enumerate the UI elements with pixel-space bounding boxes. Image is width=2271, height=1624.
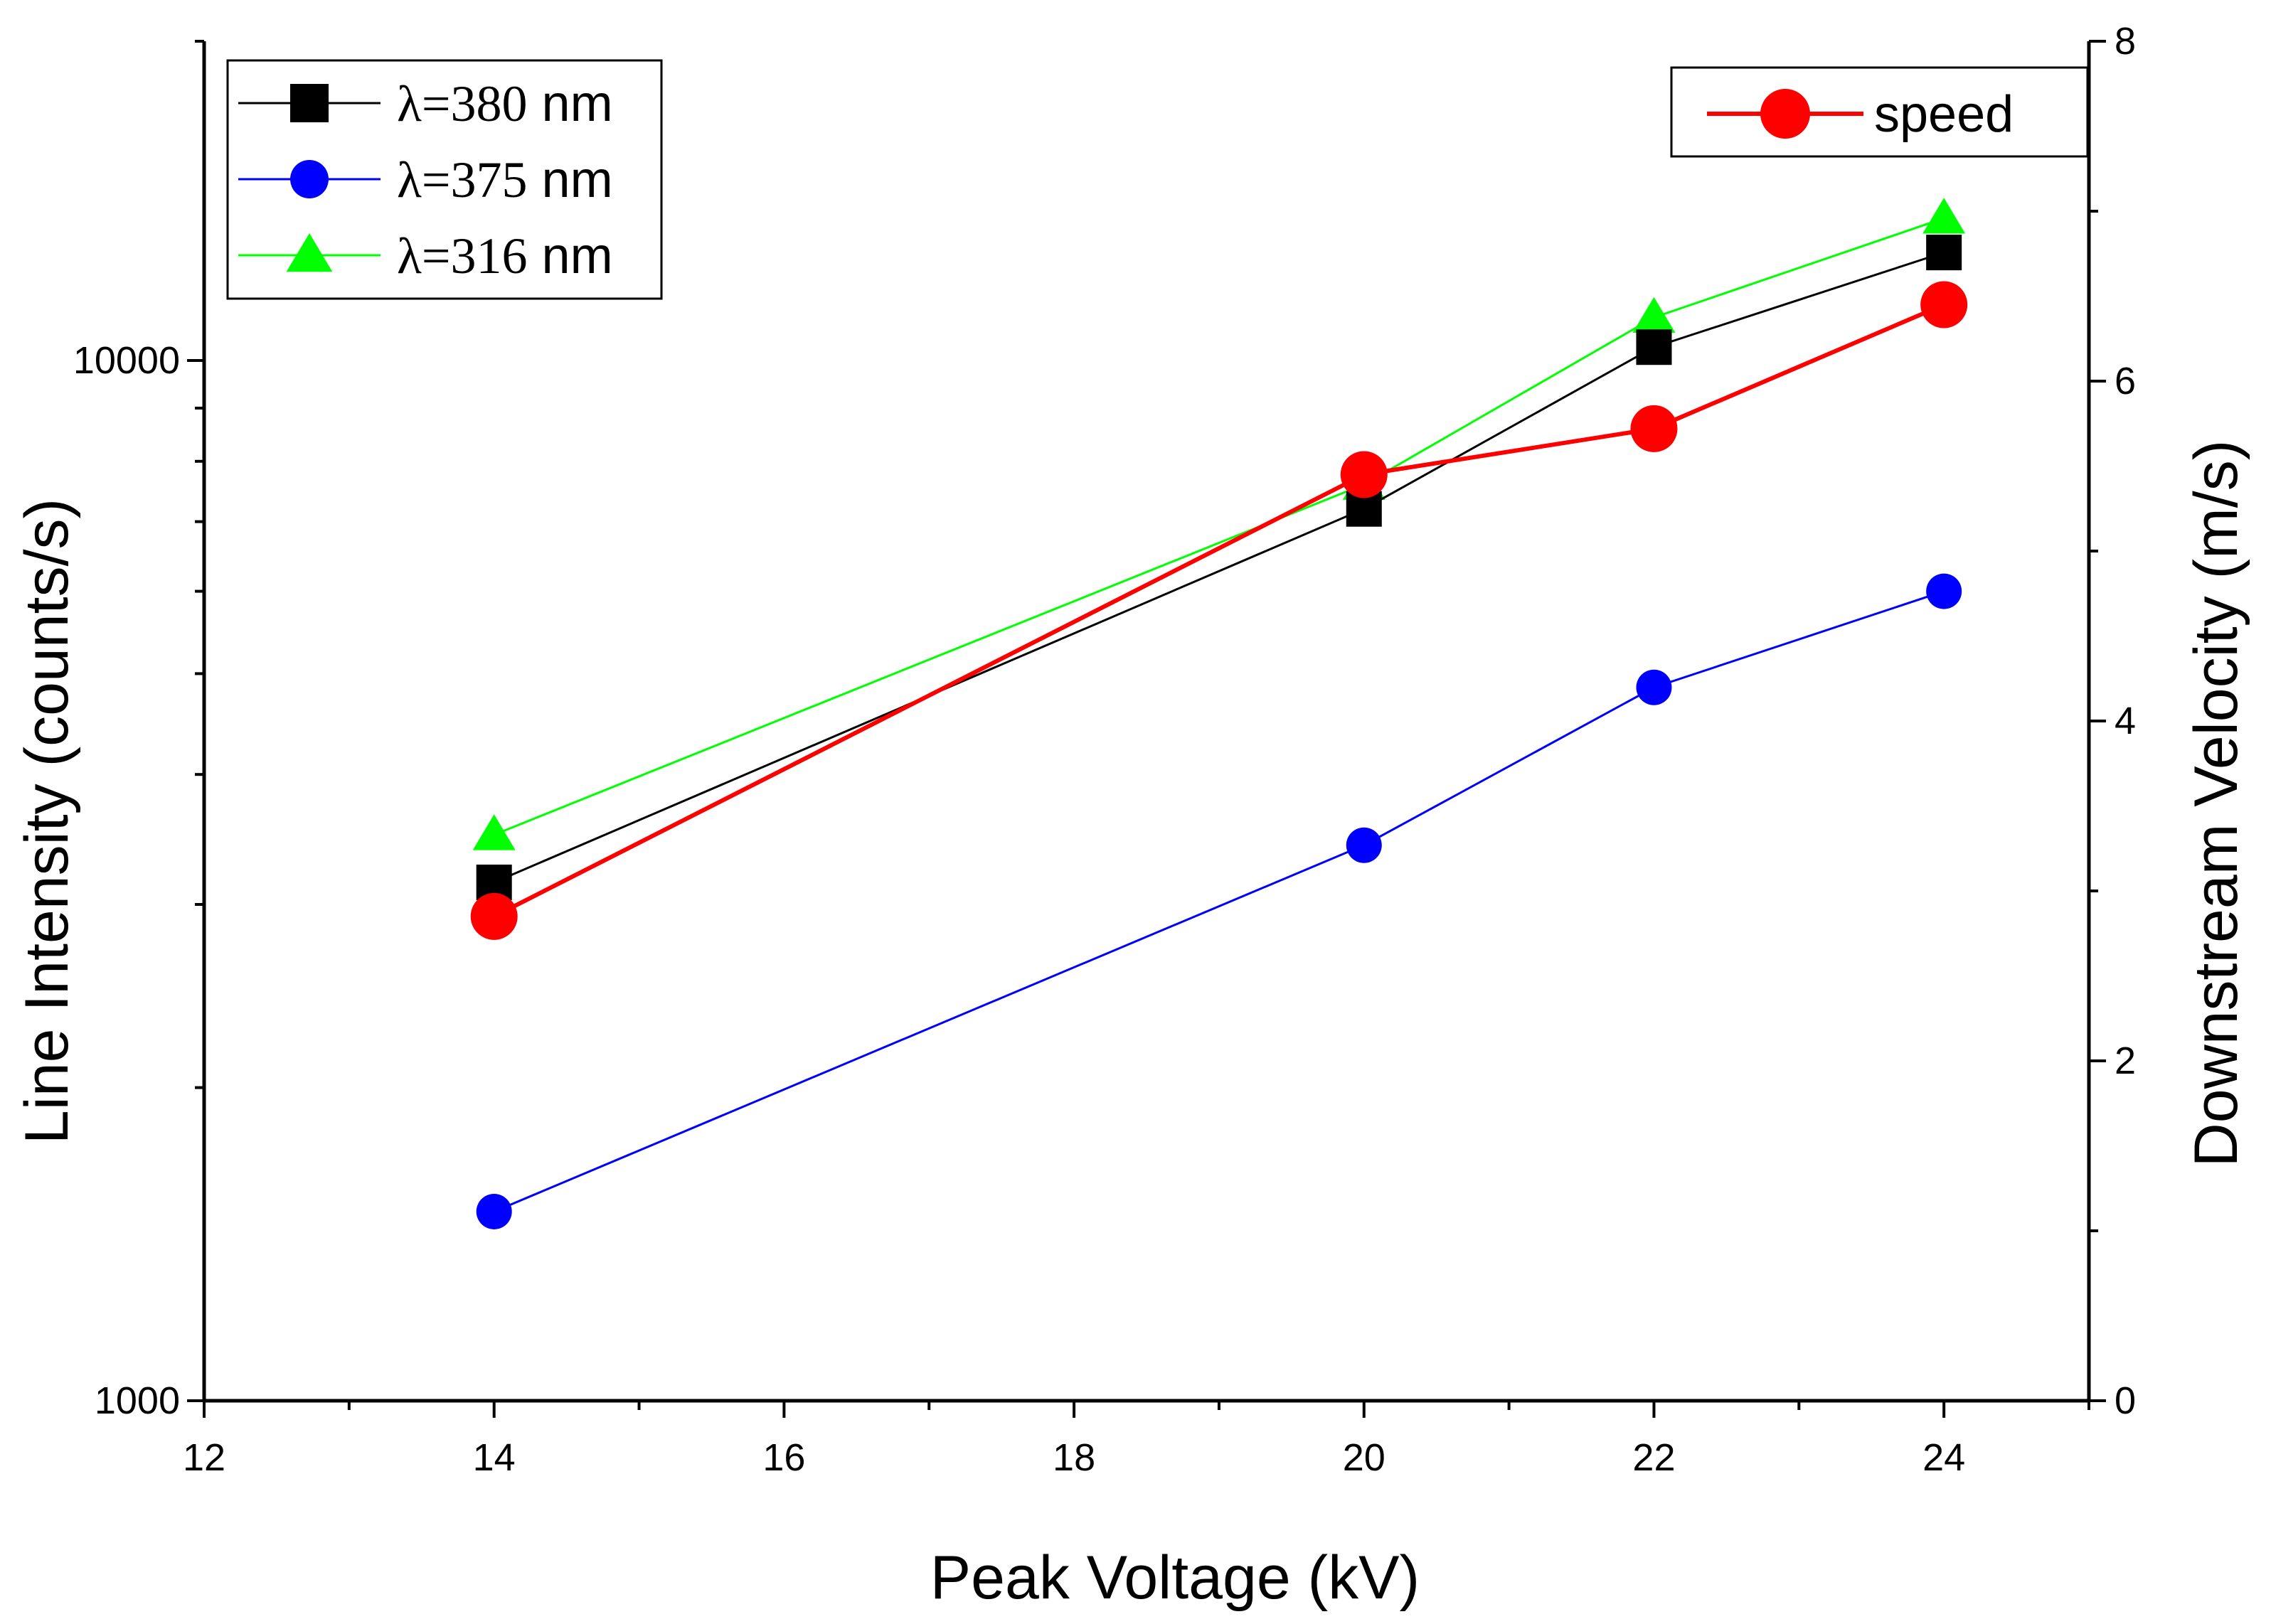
series-line [494,251,1945,884]
y-axis-left-title: Line Intensity (counts/s) [13,498,81,1144]
series-316-nm [472,198,1966,850]
series-speed [470,281,1968,940]
data-point-marker [1340,451,1388,498]
x-tick-label: 12 [183,1436,225,1479]
legend-label: λ=380 nm [397,75,613,132]
data-point-marker [1926,573,1962,609]
y2-tick-label: 0 [2115,1379,2136,1422]
series-line [494,217,1945,836]
legend-swatch-marker [1760,89,1810,139]
y2-tick-label: 6 [2115,360,2136,402]
legend-intensity: λ=380 nm λ=375 nm λ=316 nm [226,59,663,300]
legend-item: λ=380 nm [238,75,613,132]
y2-tick-label: 2 [2115,1040,2136,1082]
y2-tick-label: 8 [2115,20,2136,63]
legend-item: λ=316 nm [238,228,613,284]
x-tick-label: 22 [1632,1436,1675,1479]
data-point-marker [1346,827,1382,863]
y2-tick-label: 4 [2115,700,2136,742]
data-point-marker [472,814,516,850]
x-tick-label: 14 [473,1436,516,1479]
data-point-marker [1632,297,1676,333]
x-tick-label: 20 [1343,1436,1386,1479]
data-point-marker [476,1193,512,1229]
y-tick-label: 1000 [95,1379,180,1422]
series-line [494,590,1945,1213]
series-375-nm [476,573,1962,1229]
series-380-nm [476,235,1962,900]
series-layer [470,198,1968,1229]
data-point-marker [1636,329,1672,365]
x-axis-title: Peak Voltage (kV) [930,1544,1420,1612]
legend-swatch-marker [290,84,329,122]
x-tick-label: 24 [1922,1436,1965,1479]
data-point-marker [1926,235,1962,271]
x-tick-label: 16 [762,1436,805,1479]
legend-label: λ=316 nm [397,228,613,284]
data-point-marker [1636,669,1672,705]
legend-label: λ=375 nm [397,151,613,208]
data-point-marker [470,892,518,940]
legend-swatch-marker [286,233,333,272]
y-axis-right-title: Downstream Velocity (m/s) [2182,440,2250,1168]
x-tick-label: 18 [1053,1436,1095,1479]
y-tick-label: 10000 [73,339,180,382]
legend-item: λ=375 nm [238,151,613,208]
legend-speed: speed [1670,66,2089,158]
data-point-marker [1630,405,1678,452]
legend-item: speed [1707,86,2014,143]
data-point-marker [1920,281,1968,328]
legend-swatch-marker [290,160,329,198]
series-line [493,302,1945,919]
legend-label: speed [1874,86,2014,143]
data-point-marker [1922,198,1966,234]
